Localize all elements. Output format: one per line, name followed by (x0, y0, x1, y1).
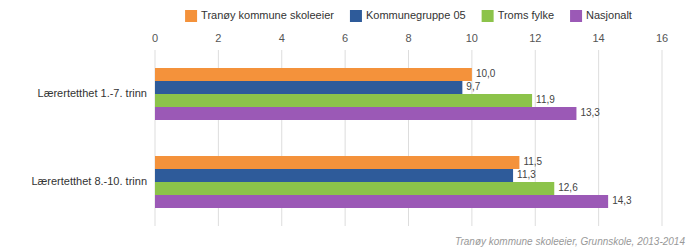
tick-label: 14 (593, 32, 605, 44)
category-label: Lærertetthet 1.-7. trinn (38, 87, 147, 99)
bar (155, 107, 576, 120)
data-label: 9,7 (466, 81, 480, 92)
bars (155, 68, 608, 208)
legend-swatch (570, 10, 582, 22)
bar (155, 156, 519, 169)
legend-label: Kommunegruppe 05 (366, 9, 466, 21)
legend: Tranøy kommune skoleeier Kommunegruppe 05… (185, 9, 632, 22)
category-label: Lærertetthet 8.-10. trinn (31, 175, 147, 187)
tick-label: 12 (529, 32, 541, 44)
data-label: 12,6 (558, 182, 578, 193)
bar (155, 68, 472, 81)
tick-label: 2 (215, 32, 221, 44)
data-label: 10,0 (476, 68, 496, 79)
data-label: 11,9 (536, 94, 555, 105)
grid (155, 50, 662, 226)
data-label: 11,5 (523, 156, 542, 167)
tick-label: 8 (405, 32, 411, 44)
footnote: Tranøy kommune skoleeier, Grunnskole, 20… (455, 236, 685, 247)
bar (155, 169, 513, 182)
bar (155, 94, 532, 107)
chart: 0 2 4 6 8 10 12 14 16 10,0 9,7 11,9 13,3 11,5 11,3 12,6… (0, 0, 695, 250)
data-label: 13,3 (580, 107, 600, 118)
legend-label: Troms fylke (498, 9, 554, 21)
data-label: 11,3 (517, 169, 536, 180)
grid-line (662, 50, 663, 226)
legend-swatch (482, 10, 494, 22)
legend-swatch (185, 10, 197, 22)
tick-label: 16 (656, 32, 668, 44)
legend-label: Tranøy kommune skoleeier (201, 9, 334, 21)
bar (155, 182, 554, 195)
legend-label: Nasjonalt (586, 9, 632, 21)
tick-label: 4 (279, 32, 285, 44)
bar (155, 195, 608, 208)
bar (155, 81, 462, 94)
data-labels: 10,0 9,7 11,9 13,3 11,5 11,3 12,6 14,3 (466, 68, 632, 206)
data-label: 14,3 (612, 195, 632, 206)
chart-container: 0 2 4 6 8 10 12 14 16 10,0 9,7 11,9 13,3 11,5 11,3 12,6… (0, 0, 695, 250)
tick-label: 10 (466, 32, 478, 44)
tick-label: 0 (152, 32, 158, 44)
legend-swatch (350, 10, 362, 22)
tick-label: 6 (342, 32, 348, 44)
